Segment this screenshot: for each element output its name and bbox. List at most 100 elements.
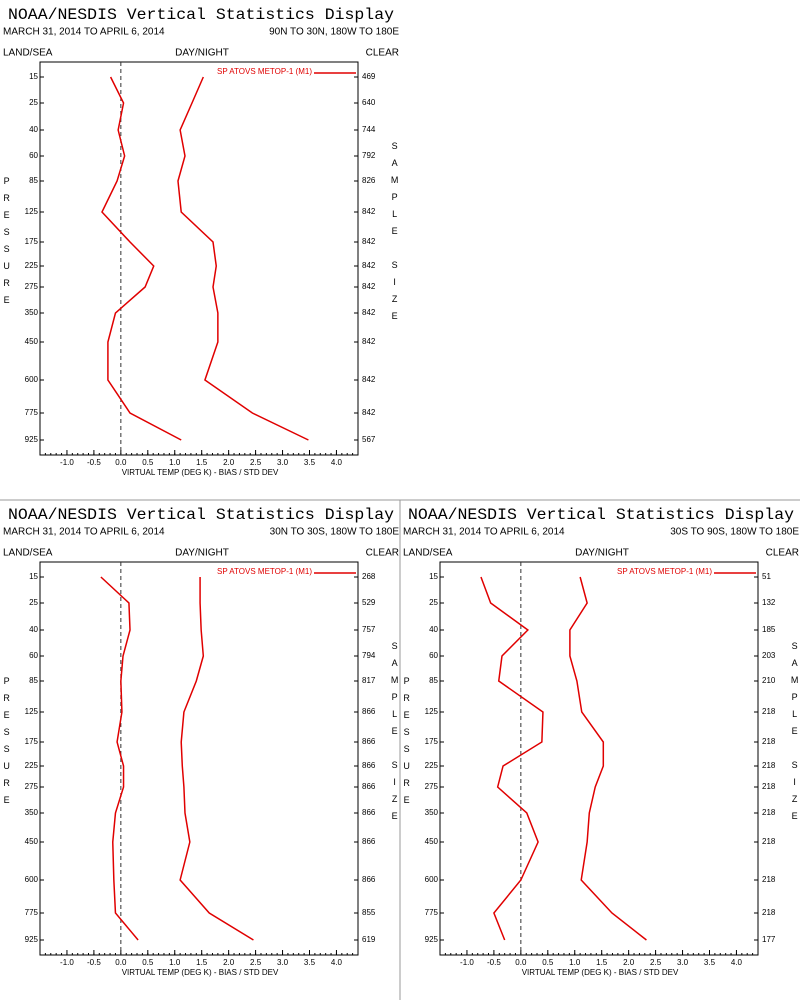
y-tick-label: 225	[25, 761, 39, 770]
sample-size: 842	[362, 207, 376, 216]
y-tick-label: 925	[25, 435, 39, 444]
x-tick-label: 3.0	[677, 958, 689, 967]
sky: CLEAR	[366, 48, 399, 59]
x-tick-label: 1.5	[196, 958, 208, 967]
x-tick-label: 0.0	[515, 958, 527, 967]
region: 30S TO 90S, 180W TO 180E	[670, 527, 799, 538]
panel: NOAA/NESDIS Vertical Statistics Display M…	[2, 506, 400, 977]
x-tick-label: 0.5	[542, 958, 554, 967]
sample-size: 132	[762, 598, 776, 607]
sample-size: 842	[362, 237, 376, 246]
chart-title: NOAA/NESDIS Vertical Statistics Display	[8, 6, 394, 24]
sky: CLEAR	[766, 548, 799, 559]
sample-size: 218	[762, 707, 776, 716]
x-axis-title: VIRTUAL TEMP (DEG K) - BIAS / STD DEV	[522, 968, 679, 977]
y-tick-label: 175	[25, 737, 39, 746]
y-tick-label: 925	[425, 935, 439, 944]
y-tick-label: 25	[29, 598, 38, 607]
y-tick-label: 600	[25, 375, 39, 384]
y-tick-label: 225	[25, 261, 39, 270]
x-tick-label: 3.5	[704, 958, 716, 967]
bias-line	[101, 76, 182, 441]
sample-size: 842	[362, 308, 376, 317]
x-tick-label: 1.0	[569, 958, 581, 967]
sample-size: 792	[362, 151, 376, 160]
land-sea: LAND/SEA	[403, 548, 453, 559]
y-tick-label: 175	[425, 737, 439, 746]
y-tick-label: 40	[429, 625, 438, 634]
x-tick-label: 0.5	[142, 958, 154, 967]
y-axis-title: PRESSURE	[2, 176, 12, 312]
y2-axis-title: SAMPLE SIZE	[390, 141, 400, 328]
x-tick-label: 1.5	[596, 958, 608, 967]
y-tick-label: 125	[25, 207, 39, 216]
x-tick-label: 0.0	[115, 458, 127, 467]
sample-size: 842	[362, 337, 376, 346]
y-tick-label: 175	[25, 237, 39, 246]
x-tick-label: -0.5	[487, 958, 501, 967]
sample-size: 268	[362, 572, 376, 581]
sample-size: 842	[362, 282, 376, 291]
x-tick-label: 2.0	[623, 958, 635, 967]
sample-size: 218	[762, 761, 776, 770]
std-dev-line	[179, 577, 254, 941]
bias-line	[100, 576, 139, 941]
sample-size: 866	[362, 737, 376, 746]
y-axis-title: PRESSURE	[402, 676, 412, 812]
x-tick-label: 3.0	[277, 458, 289, 467]
sample-size: 866	[362, 875, 376, 884]
sample-size: 567	[362, 435, 376, 444]
sample-size: 826	[362, 176, 376, 185]
y-tick-label: 775	[25, 908, 39, 917]
x-tick-label: 2.5	[250, 958, 262, 967]
sample-size: 866	[362, 707, 376, 716]
y-tick-label: 40	[29, 125, 38, 134]
std-dev-line	[569, 576, 647, 941]
x-tick-label: 3.5	[304, 958, 316, 967]
sample-size: 218	[762, 808, 776, 817]
x-tick-label: -1.0	[60, 458, 74, 467]
sample-size: 866	[362, 761, 376, 770]
sample-size: 855	[362, 908, 376, 917]
land-sea: LAND/SEA	[3, 548, 53, 559]
x-tick-label: 0.5	[142, 458, 154, 467]
y-tick-label: 40	[29, 625, 38, 634]
x-tick-label: -0.5	[87, 958, 101, 967]
x-tick-label: 3.5	[304, 458, 316, 467]
panel: NOAA/NESDIS Vertical Statistics Display M…	[402, 506, 800, 977]
y-tick-label: 350	[25, 308, 39, 317]
y-tick-label: 775	[25, 408, 39, 417]
sample-size: 218	[762, 837, 776, 846]
sample-size: 218	[762, 782, 776, 791]
bias-line	[480, 576, 544, 941]
plot-frame	[39, 61, 359, 456]
chart-title: NOAA/NESDIS Vertical Statistics Display	[8, 506, 394, 524]
sample-size: 866	[362, 782, 376, 791]
date-range: MARCH 31, 2014 TO APRIL 6, 2014	[3, 27, 165, 38]
x-tick-label: 0.0	[115, 958, 127, 967]
y2-axis-title: SAMPLE SIZE	[390, 641, 400, 828]
x-tick-label: 1.0	[169, 958, 181, 967]
x-tick-label: 3.0	[277, 958, 289, 967]
y-axis-title: PRESSURE	[2, 676, 12, 812]
sample-size: 794	[362, 651, 376, 660]
sample-size: 218	[762, 908, 776, 917]
y-tick-label: 600	[425, 875, 439, 884]
y-tick-label: 350	[425, 808, 439, 817]
x-tick-label: 4.0	[331, 958, 343, 967]
y-tick-label: 275	[25, 282, 39, 291]
region: 90N TO 30N, 180W TO 180E	[269, 27, 399, 38]
panel: NOAA/NESDIS Vertical Statistics Display M…	[2, 6, 400, 477]
land-sea: LAND/SEA	[3, 48, 53, 59]
day-night: DAY/NIGHT	[175, 48, 229, 59]
sample-size: 842	[362, 375, 376, 384]
y-tick-label: 60	[429, 651, 438, 660]
x-tick-label: 2.0	[223, 958, 235, 967]
sample-size: 640	[362, 98, 376, 107]
y-tick-label: 225	[425, 761, 439, 770]
sample-size: 842	[362, 261, 376, 270]
y-tick-label: 15	[29, 72, 38, 81]
sample-size: 185	[762, 625, 776, 634]
sky: CLEAR	[366, 548, 399, 559]
y-tick-label: 85	[429, 676, 438, 685]
